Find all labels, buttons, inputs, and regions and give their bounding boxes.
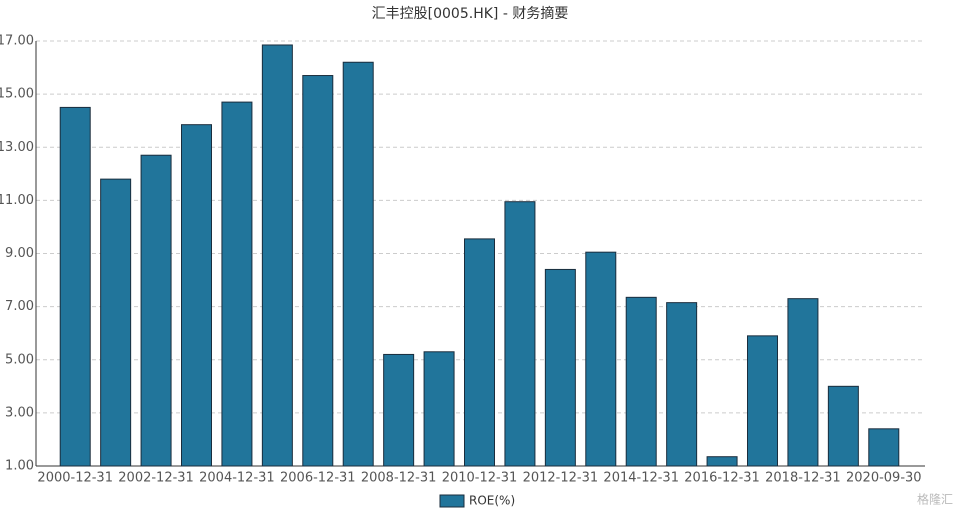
bar — [544, 268, 576, 467]
y-tick-label: 15.00 — [0, 87, 34, 102]
watermark: 格隆汇 — [917, 492, 953, 507]
bar — [342, 61, 374, 467]
y-tick-label: 11.00 — [0, 193, 34, 208]
x-tick-label: 2002-12-31 — [118, 471, 194, 486]
y-tick-label: 9.00 — [5, 246, 34, 261]
bar — [383, 353, 415, 467]
y-tick-label: 3.00 — [5, 405, 34, 420]
bar — [423, 351, 455, 467]
x-tick-label: 2006-12-31 — [280, 471, 356, 486]
bar — [100, 178, 132, 467]
y-tick-label: 7.00 — [5, 299, 34, 314]
x-tick-label: 2000-12-31 — [37, 471, 113, 486]
bar — [302, 75, 334, 467]
y-tick-label: 13.00 — [0, 140, 34, 155]
bar — [625, 296, 657, 467]
x-tick-label: 2018-12-31 — [765, 471, 841, 486]
bar — [464, 238, 495, 467]
bar — [181, 124, 212, 467]
bar — [585, 251, 617, 467]
bar — [868, 428, 900, 467]
x-tick-label: 2014-12-31 — [603, 471, 679, 486]
legend-swatch — [439, 494, 465, 508]
y-tick-label: 1.00 — [5, 459, 34, 474]
bar — [59, 106, 91, 467]
x-tick-label: 2012-12-31 — [523, 471, 599, 486]
bar — [747, 335, 778, 467]
bar — [261, 44, 293, 467]
bar — [221, 101, 253, 467]
bar — [706, 456, 738, 467]
bar — [140, 154, 172, 467]
bar — [787, 298, 819, 467]
y-tick-label: 17.00 — [0, 34, 34, 49]
chart-title: 汇丰控股[0005.HK] - 财务摘要 — [372, 5, 569, 22]
legend-label: ROE(%) — [469, 494, 515, 508]
bar — [666, 302, 698, 467]
x-tick-label: 2016-12-31 — [684, 471, 760, 486]
bar — [827, 385, 859, 467]
x-tick-label: 2004-12-31 — [199, 471, 275, 486]
y-tick-label: 5.00 — [5, 352, 34, 367]
x-tick-label: 2008-12-31 — [361, 471, 437, 486]
x-tick-label: 2020-09-30 — [846, 471, 922, 486]
bar — [504, 201, 536, 467]
x-tick-label: 2010-12-31 — [442, 471, 518, 486]
